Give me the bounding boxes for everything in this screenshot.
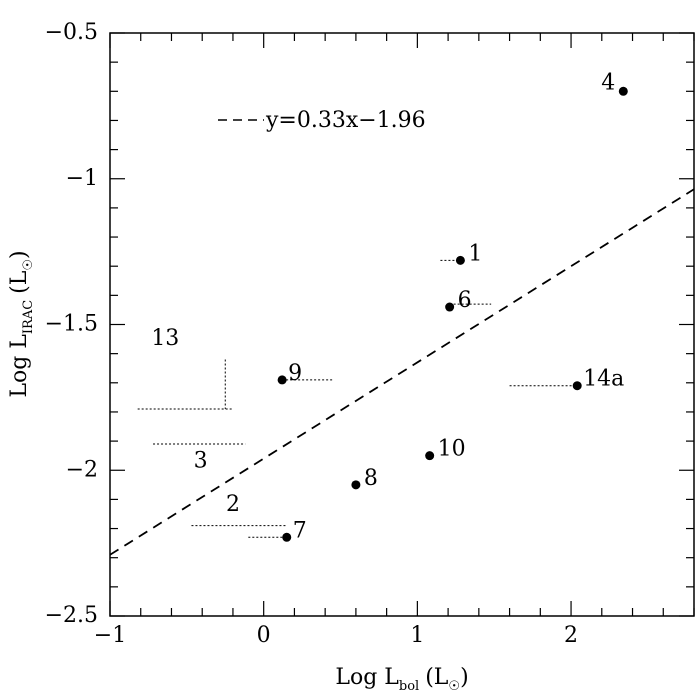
point-10 <box>425 451 435 461</box>
y-axis-label: Log LIRAC (L☉) <box>7 250 36 397</box>
limit-label-2: 2 <box>226 492 240 517</box>
limit-bars <box>110 188 694 556</box>
data-points <box>277 86 628 542</box>
y-axis-label-sub: IRAC <box>21 300 36 334</box>
point-label-10: 10 <box>438 437 466 462</box>
y-axis-label-main: Log L <box>7 334 32 398</box>
y-tick-label: −1 <box>66 166 98 191</box>
y-tick-label: −0.5 <box>45 20 98 45</box>
point-label-1: 1 <box>468 241 482 266</box>
point-label-9: 9 <box>288 361 302 386</box>
axis-ticks: −1 0 1 2 −2.5 −2 −1.5 −1 −0.5 <box>45 20 695 648</box>
x-tick-label: −1 <box>94 623 126 648</box>
point-8 <box>351 480 361 490</box>
plot-frame <box>109 32 695 617</box>
x-axis-label-sub: bol <box>399 679 419 694</box>
y-axis-unit-close: ) <box>7 250 32 259</box>
x-axis-label-unit: (L <box>425 665 449 690</box>
x-tick-label: 2 <box>564 623 578 648</box>
point-label-6: 6 <box>458 288 472 313</box>
point-1 <box>455 255 465 265</box>
point-labels: 4 1 6 9 14a 10 8 7 13 32 <box>151 70 624 543</box>
limit-label-13: 13 <box>151 326 179 351</box>
legend-fit-label: y=0.33x−1.96 <box>265 108 426 133</box>
x-axis-label-main: Log L <box>335 665 399 690</box>
point-label-8: 8 <box>364 466 378 491</box>
y-tick-label: −2 <box>66 457 98 482</box>
point-6 <box>445 302 455 312</box>
point-9 <box>277 375 287 385</box>
x-axis-label: Log Lbol (L☉) <box>335 665 468 694</box>
y-axis-label-unit: (L <box>7 270 32 294</box>
point-label-14a: 14a <box>583 367 624 392</box>
point-7 <box>282 532 292 542</box>
point-label-7: 7 <box>293 518 307 543</box>
limit-label-3: 3 <box>194 449 208 474</box>
point-14a <box>572 381 582 391</box>
y-axis-sun-symbol: ☉ <box>21 259 36 271</box>
x-tick-label: 1 <box>410 623 424 648</box>
y-tick-label: −1.5 <box>45 312 98 337</box>
x-axis-sun-symbol: ☉ <box>448 679 460 694</box>
fit-line <box>110 188 694 556</box>
point-4 <box>618 86 628 96</box>
x-axis-unit-close: ) <box>460 665 469 690</box>
point-label-4: 4 <box>601 70 615 95</box>
y-tick-label: −2.5 <box>45 603 98 628</box>
x-tick-label: 0 <box>257 623 271 648</box>
